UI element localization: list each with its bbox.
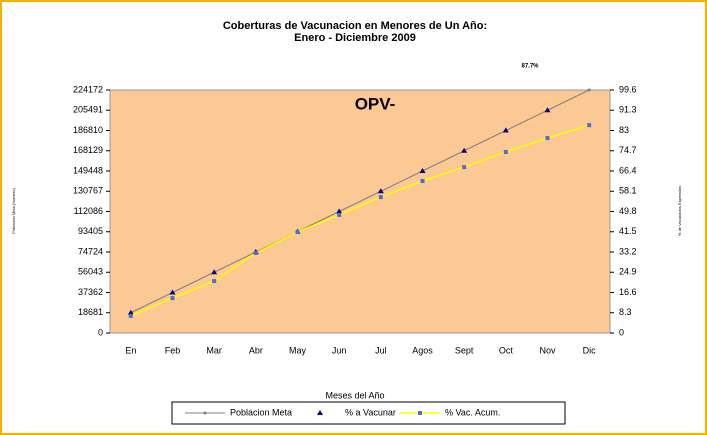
y-tick-label: 37362 <box>78 287 103 297</box>
x-tick-label: May <box>289 345 307 355</box>
legend-label: Poblacion Meta <box>230 407 292 417</box>
point <box>420 179 425 184</box>
plot-area <box>109 89 611 334</box>
point <box>544 107 551 113</box>
point <box>169 289 176 295</box>
series-line <box>130 89 590 314</box>
point <box>419 168 426 173</box>
annotation: OPV- <box>355 94 396 113</box>
point <box>170 296 175 301</box>
x-tick-label: Mar <box>206 345 222 355</box>
point <box>418 411 422 415</box>
x-tick-label: Jul <box>375 345 387 355</box>
point <box>203 411 207 415</box>
y2-tick-label: 99.6 <box>619 84 637 94</box>
legend <box>171 401 566 425</box>
y-tick-label: 168129 <box>73 145 103 155</box>
x-tick-label: Feb <box>165 345 181 355</box>
point <box>128 313 133 318</box>
y2-axis-label: % de Vacunados Esperados <box>677 186 682 236</box>
y2-tick-label: 58.1 <box>619 186 637 196</box>
y2-tick-label: 49.8 <box>619 206 637 216</box>
x-tick-label: Sept <box>455 345 474 355</box>
y2-tick-label: 91.3 <box>619 105 637 115</box>
point <box>502 127 509 133</box>
point <box>462 165 467 170</box>
y2-tick-label: 66.4 <box>619 165 637 175</box>
legend-label: % Vac. Acum. <box>445 407 500 417</box>
y-tick-label: 186810 <box>73 125 103 135</box>
legend-label: % a Vacunar <box>345 407 396 417</box>
x-tick-label: En <box>125 345 136 355</box>
point <box>211 269 218 275</box>
point <box>253 250 258 255</box>
chart-title: Coberturas de Vacunacion en Menores de U… <box>223 20 487 32</box>
point <box>377 188 384 194</box>
y-tick-label: 112086 <box>74 206 103 216</box>
y2-tick-label: 16.6 <box>619 287 637 297</box>
y-tick-label: 205491 <box>73 105 103 115</box>
chart-subtitle: Enero - Diciembre 2009 <box>294 32 416 44</box>
y-tick-label: 224172 <box>73 84 103 94</box>
x-tick-label: Jun <box>332 345 347 355</box>
point <box>212 279 217 284</box>
point <box>545 136 550 141</box>
annotation: 87.7% <box>521 64 539 70</box>
y2-tick-label: 74.7 <box>619 145 637 155</box>
y2-tick-label: 0 <box>619 327 624 337</box>
x-tick-label: Nov <box>539 345 556 355</box>
y2-tick-label: 83 <box>619 125 629 135</box>
point <box>317 410 323 415</box>
point <box>461 147 468 153</box>
point <box>295 229 300 234</box>
point <box>587 123 592 128</box>
x-tick-label: Dic <box>583 345 596 355</box>
x-tick-label: Agos <box>412 345 433 355</box>
y-tick-label: 149448 <box>73 165 103 175</box>
y2-tick-label: 41.5 <box>619 226 637 236</box>
point <box>503 149 508 154</box>
y-tick-label: 74724 <box>78 246 103 256</box>
y-axis-label: Poblacion Meta (Numero) <box>11 188 16 234</box>
point <box>336 208 343 214</box>
point <box>378 195 383 200</box>
y-tick-label: 56043 <box>78 267 103 277</box>
y2-tick-label: 24.9 <box>619 267 637 277</box>
point <box>337 212 342 217</box>
y-tick-label: 18681 <box>78 307 103 317</box>
series-line <box>130 124 590 317</box>
y-tick-label: 93405 <box>78 226 103 236</box>
y2-tick-label: 33.2 <box>619 246 637 256</box>
y2-tick-label: 8.3 <box>619 307 632 317</box>
point <box>127 309 134 315</box>
y-tick-label: 130767 <box>73 186 103 196</box>
x-tick-label: Abr <box>249 345 263 355</box>
x-axis-label: Meses del Año <box>325 390 384 400</box>
x-tick-label: Oct <box>499 345 514 355</box>
y-tick-label: 0 <box>98 327 103 337</box>
point <box>587 88 591 92</box>
